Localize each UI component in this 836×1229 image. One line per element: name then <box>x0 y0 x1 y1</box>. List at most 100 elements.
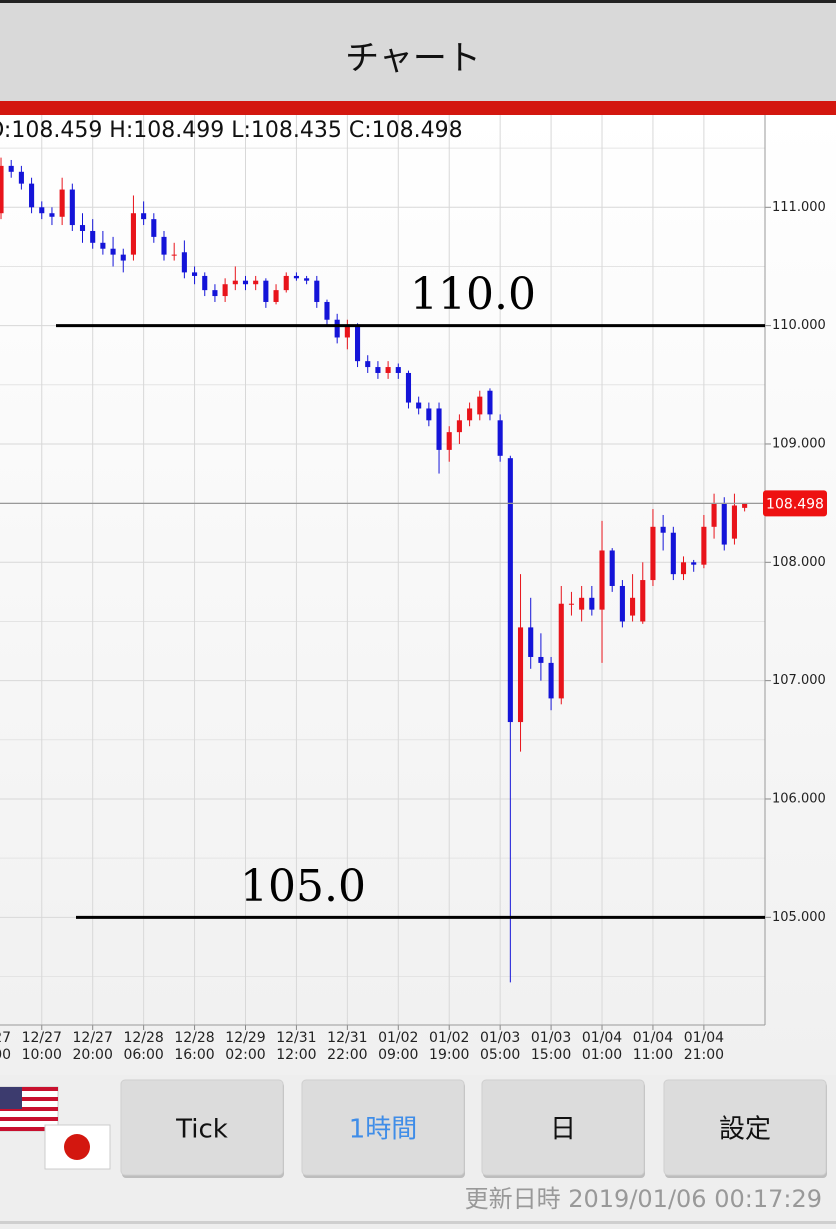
flag-stripe <box>0 1127 58 1131</box>
candle-body <box>0 165 4 214</box>
candle-body <box>548 662 554 699</box>
candle-body <box>691 562 697 565</box>
candle-body <box>579 597 585 610</box>
candle-body <box>731 505 737 539</box>
chart: 105.000 106.000 107.000 108.000 109.000 110.0… <box>0 115 827 1030</box>
candle-body <box>304 278 310 281</box>
candle-body <box>69 189 75 226</box>
candle-body <box>18 171 24 184</box>
candle-body <box>701 526 707 565</box>
candle-body <box>232 280 238 285</box>
candle-body <box>161 236 167 255</box>
y-tick-label: 107.000 <box>772 673 826 688</box>
candle-body <box>405 372 412 403</box>
candle-body <box>120 254 126 261</box>
candle-body <box>192 272 198 276</box>
y-tick-label: 110.000 <box>772 318 826 333</box>
candle-body <box>171 254 177 256</box>
candle-body <box>263 280 269 302</box>
candle-body <box>141 213 147 220</box>
candle-body <box>507 458 513 723</box>
candle-body <box>222 284 228 297</box>
tab-button[interactable]: Tick <box>120 1079 284 1178</box>
annotation-label: 105.0 <box>240 861 366 912</box>
candle-body <box>558 603 564 699</box>
candle-body <box>283 275 289 291</box>
header-title: チャート <box>345 39 481 79</box>
candle-body <box>385 367 391 373</box>
candle-body <box>181 252 187 273</box>
update-time: 更新日時 2019/01/06 00:17:29 <box>465 1185 822 1213</box>
header-bar <box>0 0 836 101</box>
candle-body <box>253 280 259 285</box>
candle-body <box>344 325 350 338</box>
candle-body <box>110 248 116 255</box>
candle-body <box>721 503 727 545</box>
candle-body <box>324 301 330 320</box>
candle-body <box>426 408 432 421</box>
candle-body <box>29 183 35 208</box>
jp-disc <box>64 1134 90 1160</box>
flags <box>0 1086 111 1170</box>
button-label: 日 <box>550 1115 576 1145</box>
flag-stripe <box>0 1097 58 1101</box>
candle-body <box>354 325 361 362</box>
tab-button[interactable]: 1時間 <box>301 1079 465 1178</box>
candle-body <box>528 627 534 657</box>
x-tick-label: 01/03 05:00 <box>479 1030 521 1063</box>
x-tick-label: 12/31 12:00 <box>276 1030 317 1063</box>
candle-body <box>242 280 249 285</box>
accent-strip <box>0 101 836 115</box>
x-tick-label: 12/27 10:00 <box>21 1030 62 1063</box>
candle-body <box>609 550 615 586</box>
x-tick-label: 12/29 02:00 <box>225 1030 266 1063</box>
last-price-tag <box>763 490 827 517</box>
button-face <box>301 1079 465 1176</box>
candle-body <box>477 396 483 415</box>
button-face <box>663 1079 827 1176</box>
x-tick-label: 12/28 06:00 <box>123 1030 164 1063</box>
candle-body <box>599 550 605 610</box>
candle-body <box>375 367 381 373</box>
y-tick-label: 105.000 <box>772 910 826 925</box>
button-label: Tick <box>175 1115 228 1145</box>
button-face <box>481 1079 645 1176</box>
flag-canton <box>0 1087 22 1109</box>
button-face <box>120 1079 284 1176</box>
candle-body <box>202 275 208 291</box>
x-tick-label: 12/27 00:00 <box>0 1030 12 1063</box>
candle-body <box>59 189 65 217</box>
candle-body <box>742 503 748 508</box>
candle-body <box>436 408 442 450</box>
ohlc-readout: O:108.459 H:108.499 L:108.435 C:108.498 <box>0 118 463 143</box>
candle-body <box>487 390 493 415</box>
x-tick-label: 01/04 11:00 <box>632 1030 674 1063</box>
x-tick-label: 01/02 19:00 <box>429 1030 470 1063</box>
candle-body <box>90 230 96 243</box>
candle-body <box>497 420 503 456</box>
button-label: 1時間 <box>349 1115 418 1145</box>
x-tick-label: 01/03 15:00 <box>530 1030 572 1063</box>
flag-stripe <box>0 1087 58 1091</box>
candle-body <box>416 402 422 409</box>
candle-body <box>538 656 544 663</box>
annotation-label: 110.0 <box>410 269 536 320</box>
candle-body <box>130 213 136 255</box>
candle-body <box>680 562 687 575</box>
candle-body <box>365 361 371 368</box>
x-tick-label: 12/31 22:00 <box>327 1030 368 1063</box>
candle-body <box>660 526 666 533</box>
y-tick-label: 109.000 <box>772 436 826 451</box>
candle-body <box>395 367 401 373</box>
candle-body <box>630 597 636 616</box>
candle-body <box>589 597 595 610</box>
candle-body <box>467 408 473 421</box>
tab-button[interactable]: 設定 <box>663 1079 827 1178</box>
candle-body <box>100 242 106 249</box>
candle-body <box>711 503 717 527</box>
candle-body <box>151 219 157 237</box>
tab-button[interactable]: 日 <box>481 1079 645 1178</box>
candle-body <box>39 207 45 214</box>
bottom-line <box>0 1221 836 1224</box>
